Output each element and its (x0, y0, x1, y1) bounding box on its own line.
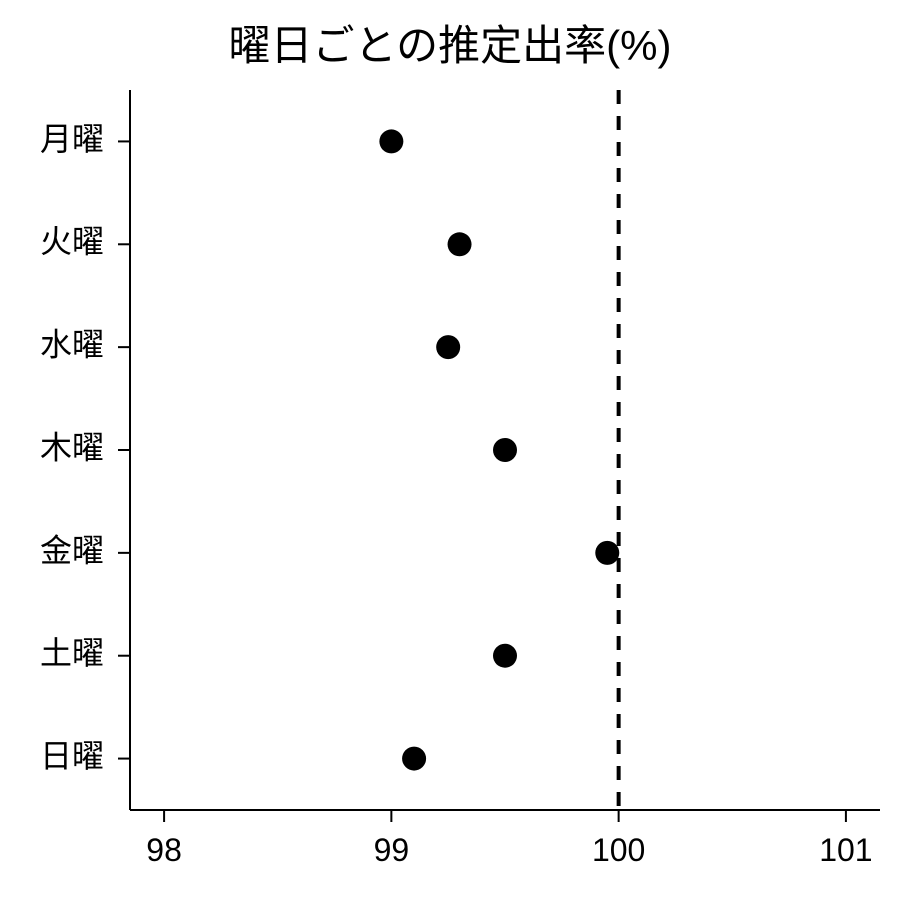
chart-title: 曜日ごとの推定出率(%) (229, 22, 672, 69)
data-point (402, 747, 426, 771)
y-tick-label: 水曜 (40, 327, 104, 363)
y-tick-label: 土曜 (40, 635, 104, 671)
y-tick-label: 火曜 (40, 224, 104, 260)
x-tick-label: 99 (374, 832, 410, 868)
data-point (436, 335, 460, 359)
data-point (448, 232, 472, 256)
x-tick-label: 100 (592, 832, 645, 868)
data-point (493, 644, 517, 668)
dot-chart: 曜日ごとの推定出率(%) 月曜火曜水曜木曜金曜土曜日曜 98 99 100 101 (0, 0, 900, 900)
y-tick-label: 金曜 (40, 532, 104, 568)
data-point (379, 129, 403, 153)
x-tick-label: 98 (146, 832, 182, 868)
data-point (595, 541, 619, 565)
y-tick-label: 木曜 (40, 429, 104, 465)
x-tick-label: 101 (819, 832, 872, 868)
y-tick-label: 月曜 (40, 121, 104, 157)
data-point (493, 438, 517, 462)
y-tick-label: 日曜 (40, 738, 104, 774)
chart-background (0, 0, 900, 900)
